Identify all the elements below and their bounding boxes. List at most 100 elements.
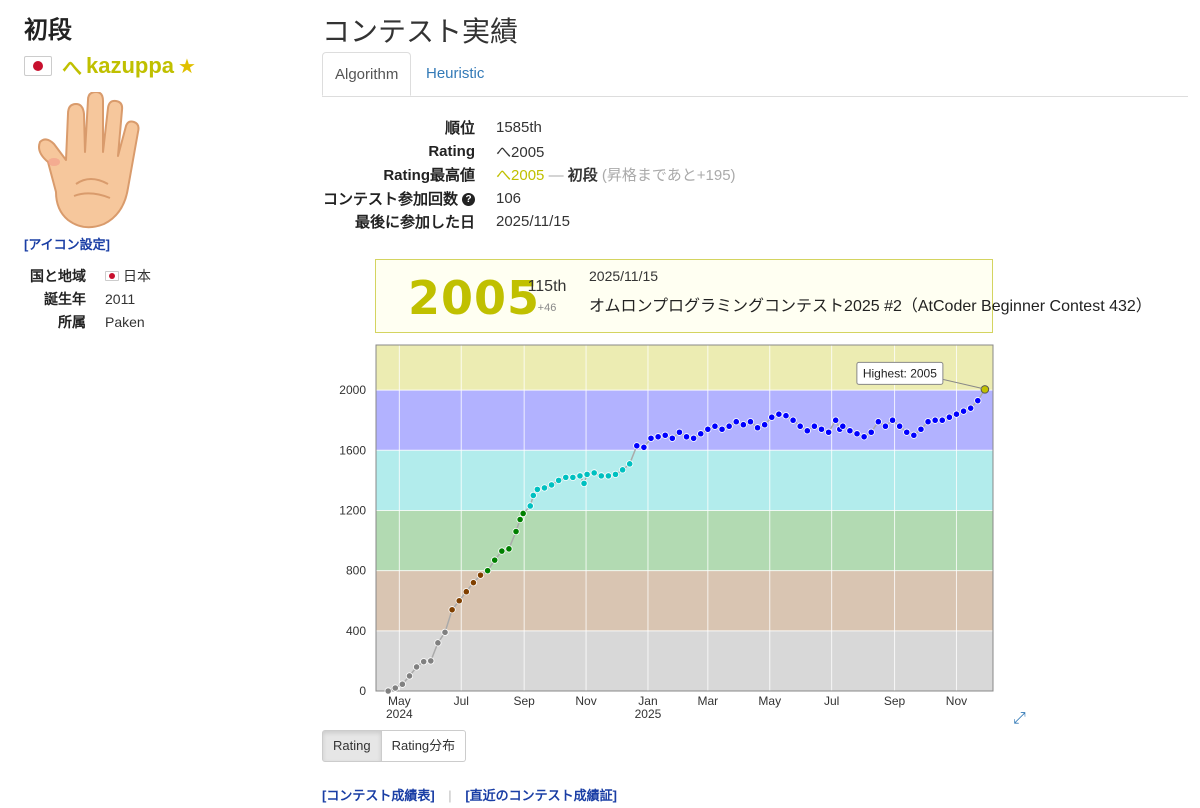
stat-label: 最後に参加した日 [354,214,475,232]
data-point [512,527,520,536]
data-point [739,421,747,429]
rating-button[interactable]: Rating [322,730,382,762]
highest-tooltip-box [856,361,944,385]
tab-heuristic[interactable]: Heuristic [426,65,485,82]
data-point [682,433,691,441]
data-point [888,416,897,424]
data-point [768,413,776,421]
rating-band [376,630,993,691]
japan-flag-icon [24,56,52,76]
separator: | [448,788,452,803]
data-point [846,427,854,435]
recent-certificate-link[interactable]: [直近のコンテスト成績証] [465,788,617,803]
chart-toggle: Rating Rating分布 [322,730,467,762]
data-point [917,425,925,433]
data-point [725,422,733,430]
data-point [732,418,740,426]
data-point [533,485,541,494]
data-point [505,545,513,553]
x-tick-year: 2024 [386,707,413,721]
data-point [476,571,485,579]
y-tick-label: 1600 [339,443,366,457]
data-point [690,434,698,442]
data-point [697,430,705,438]
contest-history-link[interactable]: [コンテスト成績表] [322,788,435,803]
data-point [519,509,527,518]
highest-rank-title: 初段 [567,167,598,185]
data-point [469,579,478,587]
stat-value: 2025/11/15 [496,213,570,231]
expand-icon[interactable]: ⤢ [1013,710,1026,727]
stat-row-last: 最後に参加した日 2025/11/15 [322,210,736,234]
rating-band [376,450,993,511]
data-point [896,422,904,430]
icon-setting-link[interactable]: [アイコン設定] [24,237,111,252]
data-point [640,443,648,451]
tab-algorithm[interactable]: Algorithm [322,52,412,96]
info-value: Paken [105,313,145,330]
data-point [633,442,641,450]
stat-row-count: コンテスト参加回数? 106 [322,187,736,211]
stat-row-rating: Rating へ2005 [322,140,736,164]
data-point [547,481,556,489]
data-point [611,470,620,478]
help-icon[interactable]: ? [462,193,475,207]
rating-value: 2005 [511,143,545,161]
crown-icon: へ [496,167,512,185]
stats-table: 順位 1585th Rating へ2005 Rating最高値 へ2005 —… [322,116,736,234]
star-icon: ★ [178,55,196,78]
username[interactable]: kazuppa [86,53,175,78]
stat-value: 1585th [496,119,542,137]
data-point [441,628,449,636]
data-point [590,469,598,477]
latest-contest-box [375,259,993,333]
data-point [825,428,833,436]
x-tick-label: May [758,694,781,708]
data-point [974,397,982,405]
crown-icon: へ [62,57,82,80]
rating-distribution-button[interactable]: Rating分布 [381,730,467,762]
data-point [938,416,946,424]
data-point [761,421,769,429]
data-point [516,515,524,524]
data-point [959,407,968,415]
data-point [860,433,868,441]
data-point [782,412,790,420]
data-point [817,425,826,433]
data-point [931,416,939,424]
data-point [434,639,442,647]
data-point [945,413,953,421]
data-point [484,567,492,575]
x-tick-label: Nov [946,694,967,708]
data-point [491,556,499,564]
highest-tooltip-pointer [942,378,982,389]
latest-contest-name[interactable]: オムロンプログラミングコンテスト2025 #2（AtCoder Beginner… [589,298,1152,315]
data-point [746,418,755,426]
data-point [952,410,961,418]
info-row-country: 国と地域 日本 [24,264,151,287]
highest-tooltip-text: Highest: 2005 [863,366,937,380]
data-point [540,484,549,492]
data-point [903,428,911,436]
rating-band [376,390,993,451]
data-point [562,473,570,481]
info-row-affiliation: 所属 Paken [24,310,151,333]
page-title: コンテスト実績 [322,16,519,47]
crown-icon: へ [496,143,512,161]
data-point [654,433,662,441]
y-tick-label: 800 [346,564,366,578]
data-point [583,470,591,478]
x-tick-label: Jan [638,694,657,708]
data-point [803,427,811,435]
profile-info: 国と地域 日本 誕生年 2011 所属 Paken [24,264,151,333]
data-point [391,684,399,692]
data-point [711,422,719,430]
info-label: 国と地域 [30,267,86,284]
data-point [384,687,392,695]
info-value: 日本 [123,267,151,284]
stat-label: 順位 [444,120,475,138]
x-tick-label: Jul [454,694,469,708]
info-label: 誕生年 [44,290,86,307]
data-point [498,547,506,555]
